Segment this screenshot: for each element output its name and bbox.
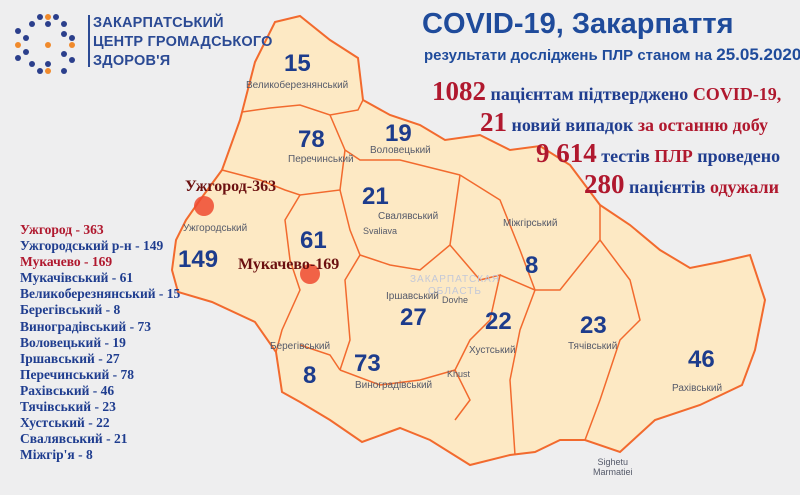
district-count: 73: [354, 350, 381, 377]
town-label-2: Marmatiei: [593, 467, 633, 477]
town-label: Khust: [447, 369, 471, 379]
stat-text: тестів: [601, 146, 650, 166]
stat-highlight: одужали: [709, 177, 779, 197]
district-legend: Ужгород - 363 Ужгородський р-н - 149 Мукач…: [20, 222, 180, 463]
stat-highlight: ПЛР: [654, 146, 693, 166]
stat-text-2: проведено: [697, 146, 781, 166]
legend-item: Мукачево - 169: [20, 254, 113, 270]
district-borders: [221, 99, 641, 456]
legend-item: Берегівський - 8: [20, 302, 121, 318]
legend-item: Тячівський - 23: [20, 399, 116, 415]
legend-item: Воловецький - 19: [20, 334, 126, 350]
legend-item: Виноградівський - 73: [20, 318, 151, 334]
stat-highlight: COVID-19,: [692, 84, 782, 104]
region-label-2: ОБЛАСТЬ: [428, 286, 482, 297]
district-name: Ужгородський: [183, 223, 248, 234]
legend-item: Іршавський - 27: [20, 350, 120, 366]
legend-item: Великоберезнянський - 15: [20, 286, 181, 302]
town-label-1: Sighetu: [597, 457, 629, 467]
stat-tests: 9 614 тестів ПЛР проведено: [536, 138, 780, 169]
organization-logo: [12, 14, 76, 74]
legend-item: Рахівський - 46: [20, 382, 115, 398]
page-title: COVID-19, Закарпаття: [422, 8, 734, 40]
stat-value: 21: [480, 107, 507, 137]
district-name: Тячівський: [568, 341, 618, 352]
legend-item: Міжгір'я - 8: [20, 447, 93, 463]
region-label-1: ЗАКАРПАТСКАЯ: [410, 274, 500, 285]
district-count: 8: [303, 362, 317, 389]
organization-name: ЗАКАРПАТСЬКИЙ ЦЕНТР ГРОМАДСЬКОГО ЗДОРОВ'…: [93, 14, 273, 71]
district-name: Іршавський: [386, 291, 439, 302]
district-name: Хустський: [469, 345, 516, 356]
org-line-1: ЗАКАРПАТСЬКИЙ: [93, 15, 224, 31]
town-label: Sighetu Marmatiei: [593, 457, 633, 477]
district-name: Виноградівський: [355, 380, 433, 391]
district-name: Воловецький: [370, 145, 431, 156]
subtitle-text: результати досліджень ПЛР станом на: [424, 47, 713, 64]
stat-recovered: 280 пацієнтів одужали: [584, 169, 779, 200]
district-count: 149: [178, 246, 219, 273]
legend-item: Ужгород - 363: [20, 222, 104, 237]
report-date: 25.05.2020: [716, 45, 800, 64]
district-name: Свалявський: [378, 211, 439, 222]
stat-confirmed: 1082 пацієнтам підтверджено COVID-19,: [432, 76, 781, 107]
legend-item: Свалявський - 21: [20, 431, 128, 447]
region-label: ЗАКАРПАТСКАЯ ОБЛАСТЬ: [410, 274, 500, 298]
district-count: 19: [385, 120, 412, 147]
stat-value: 9 614: [536, 138, 597, 168]
district-count: 61: [300, 227, 327, 254]
stat-text: пацієнтам підтверджено: [490, 84, 689, 104]
district-name: Берегівський: [270, 341, 331, 352]
org-line-2: ЦЕНТР ГРОМАДСЬКОГО: [93, 34, 273, 50]
logo-divider: [88, 15, 90, 67]
city-label-mukachevo: Мукачево-169: [238, 256, 340, 273]
mukachevo-marker: [300, 264, 320, 284]
legend-item: Ужгородський р-н - 149: [20, 238, 164, 254]
logo-dots-icon: [15, 14, 75, 74]
town-label: Svaliava: [363, 226, 398, 236]
org-line-3: ЗДОРОВ'Я: [93, 53, 171, 69]
district-count: 15: [284, 50, 311, 77]
district-name: Рахівський: [672, 383, 723, 394]
city-label-uzhhorod: Ужгород-363: [185, 178, 277, 195]
district-name: Перечинський: [288, 154, 354, 165]
legend-item: Мукачівський - 61: [20, 270, 134, 286]
stat-value: 280: [584, 169, 625, 199]
district-count: 21: [362, 183, 389, 210]
town-label: Dovhe: [442, 295, 469, 305]
district-count: 22: [485, 308, 512, 335]
subtitle: результати досліджень ПЛР станом на 25.0…: [424, 45, 800, 65]
district-count: 27: [400, 304, 427, 331]
stat-text: пацієнтів: [629, 177, 706, 197]
stat-value: 1082: [432, 76, 486, 106]
uzhhorod-marker: [194, 196, 214, 216]
stat-text: новий випадок: [511, 115, 634, 135]
region-outline: [170, 14, 767, 467]
district-name: Міжгірський: [503, 218, 558, 229]
district-count: 78: [298, 126, 325, 153]
legend-item: Перечинський - 78: [20, 366, 135, 382]
district-name: Великоберезнянський: [246, 80, 349, 91]
legend-item: Хустський - 22: [20, 415, 110, 431]
stat-new-cases: 21 новий випадок за останню добу: [480, 107, 768, 138]
district-count: 23: [580, 312, 607, 339]
stat-highlight: за останню добу: [637, 115, 769, 135]
district-count: 8: [525, 252, 539, 279]
district-count: 46: [688, 346, 715, 373]
